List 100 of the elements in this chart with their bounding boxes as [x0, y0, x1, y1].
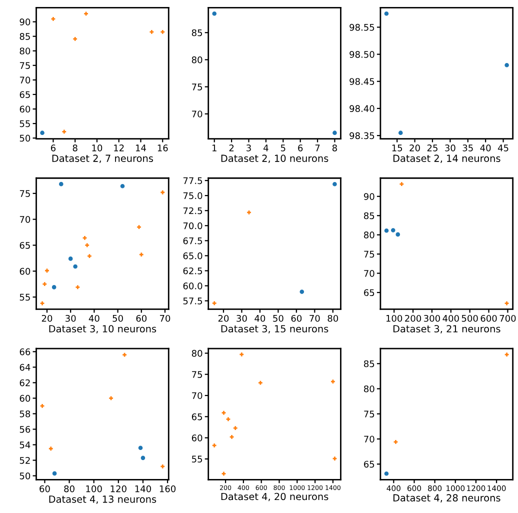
y-tick-label: 98.35 — [350, 132, 374, 140]
x-axis-title: Dataset 3, 21 neurons — [393, 325, 500, 334]
y-tick-label: 60 — [20, 394, 30, 402]
x-axis-title: Dataset 4, 28 neurons — [393, 494, 500, 503]
x-tick-label: 12 — [114, 144, 124, 152]
y-tick-label: 65 — [20, 242, 30, 249]
x-tick-label: 160 — [160, 485, 176, 492]
x-tick-label: 80 — [64, 485, 74, 492]
y-tick-label: 72.5 — [183, 207, 202, 214]
point — [59, 182, 64, 186]
y-tick-label: 90 — [364, 193, 374, 200]
y-tick-label: 55 — [20, 294, 30, 301]
y-tick-label: 67.5 — [183, 237, 202, 244]
point — [396, 232, 400, 237]
x-axis-title: Dataset 4, 13 neurons — [49, 496, 156, 504]
y-tick-label: 75 — [364, 250, 374, 258]
y-tick-label: 70 — [364, 270, 374, 277]
y-tick-label: 98.45 — [350, 78, 374, 85]
x-tick-label: 60 — [40, 485, 50, 492]
x-tick-label: 20 — [42, 314, 52, 322]
point — [40, 130, 44, 135]
x-tick-label: 40 — [88, 314, 100, 322]
x-tick-label: 100 — [86, 485, 102, 492]
x-tick-label: 50 — [112, 314, 123, 322]
y-tick-label: 85 — [20, 33, 30, 40]
x-axis-title: Dataset 2, 7 neurons — [52, 154, 154, 163]
x-tick-label: 70 — [160, 314, 170, 322]
point — [68, 256, 73, 261]
y-tick-label: 98.50 — [350, 51, 374, 58]
point — [504, 62, 509, 68]
y-tick-label: 75.0 — [183, 192, 202, 200]
y-tick-label: 98.55 — [350, 24, 374, 31]
x-tick-label: 5 — [280, 144, 286, 152]
y-tick-label: 62 — [20, 379, 30, 386]
x-tick-label: 10 — [92, 144, 102, 152]
x-tick-label: 20 — [410, 144, 420, 152]
y-tick-label: 70 — [20, 76, 30, 84]
x-tick-label: 3 — [246, 144, 251, 152]
y-tick-label: 85 — [364, 360, 374, 368]
point — [52, 471, 57, 476]
y-tick-label: 75 — [192, 371, 202, 378]
x-tick-label: 300 — [424, 314, 440, 322]
y-tick-label: 75 — [364, 410, 374, 418]
point — [384, 228, 389, 233]
y-tick-label: 85 — [192, 29, 202, 36]
y-tick-label: 66 — [20, 348, 30, 356]
y-tick-label: 52 — [20, 456, 30, 464]
y-tick-label: 65 — [192, 413, 202, 420]
y-tick-label: 80 — [192, 56, 202, 64]
y-tick-label: 80 — [364, 232, 374, 238]
y-tick-label: 70 — [364, 436, 374, 443]
y-tick-label: 56 — [20, 426, 30, 433]
point — [140, 456, 146, 460]
y-tick-label: 50 — [20, 472, 30, 480]
x-tick-label: 20 — [218, 314, 229, 322]
x-tick-label: 14 — [136, 144, 146, 152]
y-tick-label: 70.0 — [183, 222, 202, 230]
x-tick-label: 30 — [445, 144, 456, 152]
y-tick-label: 80 — [20, 48, 30, 54]
x-tick-label: 25 — [427, 144, 438, 152]
x-tick-label: 60 — [136, 314, 147, 322]
x-tick-label: 8 — [332, 144, 337, 152]
y-tick-label: 85 — [364, 212, 374, 220]
y-tick-label: 60 — [192, 434, 202, 442]
y-tick-label: 54 — [20, 442, 30, 448]
y-tick-label: 75 — [20, 62, 30, 69]
point — [384, 471, 389, 476]
y-tick-label: 65 — [364, 460, 374, 468]
x-tick-label: 600 — [480, 314, 497, 322]
x-axis-title: Dataset 3, 10 neurons — [49, 325, 156, 334]
x-tick-label: 8 — [72, 144, 78, 152]
y-tick-label: 55 — [20, 120, 30, 128]
x-tick-label: 120 — [110, 485, 126, 492]
point — [398, 130, 403, 135]
x-tick-label: 7 — [315, 144, 320, 152]
x-tick-label: 80 — [328, 314, 338, 322]
x-tick-label: 140 — [135, 485, 151, 492]
y-tick-label: 62.5 — [183, 267, 202, 274]
y-tick-label: 90 — [20, 18, 30, 26]
y-tick-label: 98.40 — [350, 105, 374, 112]
y-tick-label: 80 — [364, 385, 374, 392]
x-tick-label: 15 — [392, 144, 402, 152]
x-axis-title: Dataset 2, 10 neurons — [221, 154, 328, 163]
point — [332, 182, 337, 186]
x-tick-label: 70 — [310, 314, 320, 322]
x-tick-label: 2 — [229, 144, 234, 152]
point — [73, 264, 78, 269]
y-tick-label: 75 — [192, 84, 202, 90]
point — [390, 228, 396, 232]
point — [52, 285, 56, 290]
x-tick-label: 6 — [298, 144, 303, 152]
x-tick-label: 50 — [273, 314, 284, 322]
y-tick-label: 55 — [192, 456, 202, 462]
y-tick-label: 70 — [192, 110, 202, 118]
x-tick-label: 35 — [462, 144, 473, 152]
y-tick-label: 60.0 — [183, 282, 202, 290]
x-tick-label: 40 — [480, 144, 491, 152]
y-tick-label: 57.5 — [183, 298, 202, 304]
x-tick-label: 4 — [264, 144, 268, 152]
point — [120, 184, 125, 188]
